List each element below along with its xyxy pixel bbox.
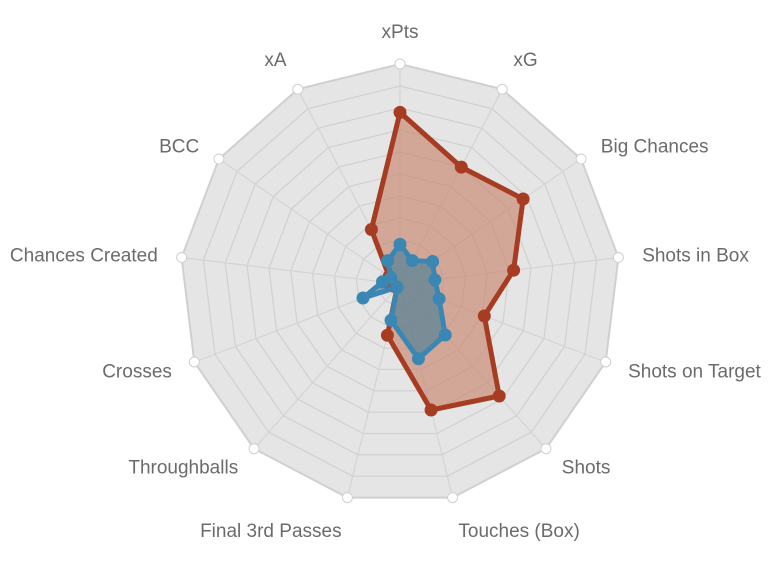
data-point-1[interactable] bbox=[405, 254, 419, 268]
data-point-6[interactable] bbox=[411, 352, 425, 366]
data-point-6[interactable] bbox=[424, 403, 438, 417]
data-point-1[interactable] bbox=[454, 160, 468, 174]
series-2 bbox=[356, 237, 452, 366]
radar-series bbox=[356, 105, 530, 417]
series-area bbox=[363, 244, 446, 359]
data-point-0[interactable] bbox=[393, 237, 407, 251]
data-point-4[interactable] bbox=[477, 309, 491, 323]
axis-label: Crosses bbox=[102, 362, 172, 383]
axis-end-dot bbox=[447, 492, 459, 504]
axis-end-dot bbox=[341, 492, 353, 504]
axis-labels: xPts xG Big Chances Shots in Box Shots on Ta… bbox=[10, 22, 762, 542]
axis-label: Shots bbox=[562, 458, 611, 479]
axis-label: Final 3rd Passes bbox=[200, 521, 342, 542]
axis-label: BCC bbox=[159, 136, 199, 157]
data-point-12[interactable] bbox=[364, 223, 378, 236]
axis-end-dot bbox=[394, 58, 406, 70]
axis-spoke bbox=[181, 256, 401, 285]
data-point-7[interactable] bbox=[380, 328, 394, 342]
data-point-7[interactable] bbox=[384, 313, 398, 327]
grid-ring bbox=[180, 62, 620, 499]
data-point-3[interactable] bbox=[507, 263, 521, 277]
data-point-9[interactable] bbox=[356, 291, 370, 305]
grid-ring bbox=[202, 85, 598, 477]
data-point-2[interactable] bbox=[516, 192, 530, 206]
axis-end-dot bbox=[213, 153, 225, 165]
axis-spoke bbox=[218, 158, 401, 285]
axis-end-dot bbox=[575, 153, 587, 165]
axis-label: Big Chances bbox=[601, 136, 709, 157]
data-point-8[interactable] bbox=[390, 280, 404, 294]
axis-label: Chances Created bbox=[10, 246, 158, 267]
data-point-4[interactable] bbox=[432, 292, 446, 306]
grid-ring bbox=[246, 129, 554, 435]
axis-spoke bbox=[253, 283, 401, 450]
data-point-3[interactable] bbox=[428, 273, 442, 287]
grid-ring bbox=[224, 107, 576, 456]
data-point-0[interactable] bbox=[393, 105, 407, 119]
data-point-2[interactable] bbox=[426, 255, 440, 268]
axis-label: xA bbox=[264, 50, 287, 71]
axis-label: Shots in Box bbox=[642, 246, 749, 267]
axis-end-dot bbox=[292, 83, 304, 95]
data-point-11[interactable] bbox=[384, 271, 398, 285]
axis-label: xG bbox=[513, 50, 537, 71]
axis-label: xPts bbox=[382, 22, 419, 43]
axis-end-dot bbox=[176, 252, 188, 263]
axis-end-dot bbox=[496, 83, 508, 95]
axis-end-dot bbox=[188, 356, 200, 368]
axis-end-dot bbox=[600, 356, 612, 368]
axis-label: Touches (Box) bbox=[458, 521, 579, 542]
data-point-5[interactable] bbox=[438, 328, 452, 342]
data-point-12[interactable] bbox=[381, 254, 395, 268]
axis-end-dot bbox=[248, 443, 260, 455]
axis-end-dot bbox=[540, 443, 552, 455]
axis-end-dot bbox=[612, 252, 624, 263]
data-point-5[interactable] bbox=[492, 389, 506, 403]
axis-label: Throughballs bbox=[128, 458, 238, 479]
axis-label: Shots on Target bbox=[628, 362, 761, 383]
